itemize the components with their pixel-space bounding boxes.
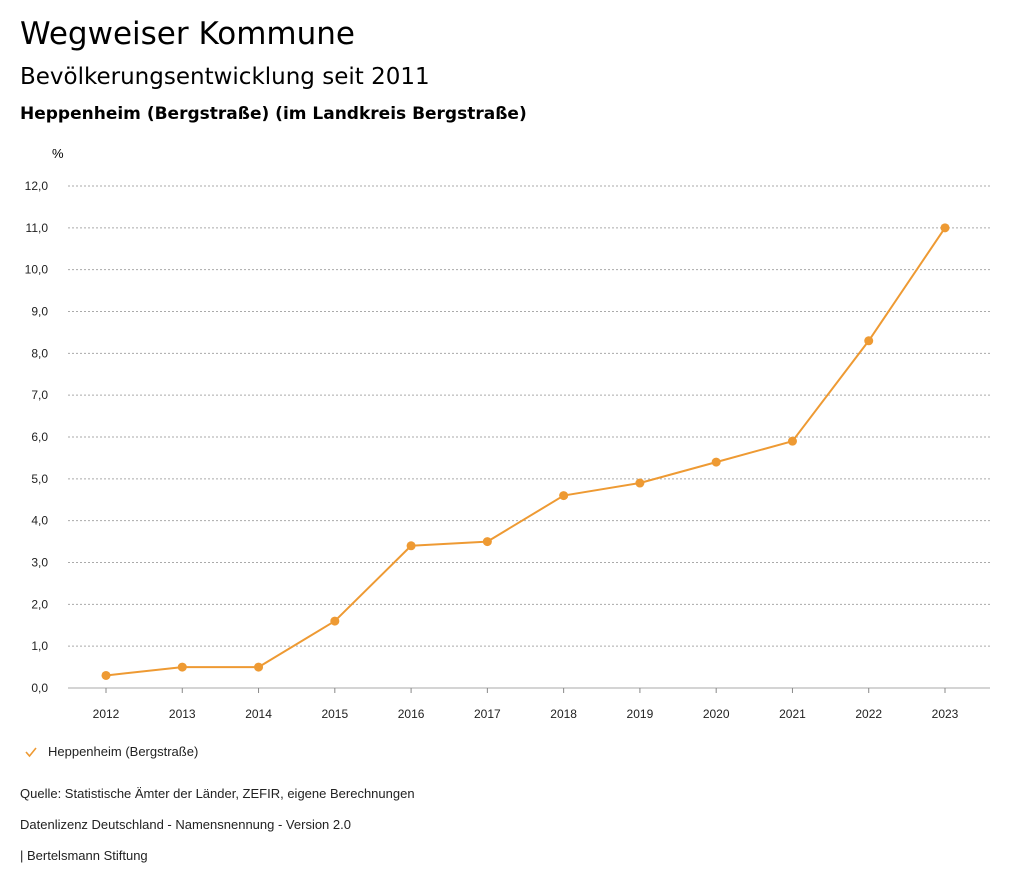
publisher-note: | Bertelsmann Stiftung xyxy=(20,848,148,863)
x-tick-label: 2022 xyxy=(855,707,882,721)
x-tick-label: 2017 xyxy=(474,707,501,721)
region-heading: Heppenheim (Bergstraße) (im Landkreis Be… xyxy=(20,104,527,124)
y-tick-label: 9,0 xyxy=(31,305,48,319)
data-point xyxy=(940,223,950,233)
x-tick-label: 2013 xyxy=(169,707,196,721)
data-point xyxy=(864,336,874,346)
series-line xyxy=(105,227,946,677)
data-point xyxy=(177,662,187,672)
x-tick-label: 2021 xyxy=(779,707,806,721)
data-point xyxy=(406,541,416,551)
y-tick-label: 12,0 xyxy=(25,179,49,193)
x-tick-label: 2014 xyxy=(245,707,272,721)
license-note: Datenlizenz Deutschland - Namensnennung … xyxy=(20,817,351,832)
y-tick-label: 4,0 xyxy=(31,514,48,528)
y-tick-label: 2,0 xyxy=(31,597,48,611)
line-chart: 0,0 1,0 2,0 3,0 4,0 5,0 6,0 7,0 8,0 9,0 10,0 11,0 12… xyxy=(25,179,990,721)
x-tick-label: 2018 xyxy=(550,707,577,721)
x-tick-label: 2012 xyxy=(93,707,120,721)
x-tick-label: 2023 xyxy=(932,707,959,721)
data-point xyxy=(101,670,111,680)
source-note: Quelle: Statistische Ämter der Länder, Z… xyxy=(20,786,415,801)
y-tick-label: 1,0 xyxy=(31,639,48,653)
data-point xyxy=(559,491,569,501)
y-tick-label: 10,0 xyxy=(25,263,49,277)
y-tick-label: 0,0 xyxy=(31,681,48,695)
x-tick-label: 2020 xyxy=(703,707,730,721)
chart-subtitle: Bevölkerungsentwicklung seit 2011 xyxy=(20,64,430,90)
y-tick-label: 7,0 xyxy=(31,388,48,402)
data-point xyxy=(330,616,340,626)
x-tick-label: 2016 xyxy=(398,707,425,721)
y-axis-unit-label: % xyxy=(52,146,64,161)
data-point xyxy=(787,436,797,446)
data-point xyxy=(711,457,721,467)
x-tick-label: 2019 xyxy=(627,707,654,721)
page-title: Wegweiser Kommune xyxy=(20,16,355,52)
y-tick-label: 11,0 xyxy=(26,221,49,235)
y-tick-label: 3,0 xyxy=(31,556,48,570)
data-point xyxy=(635,478,645,488)
y-tick-label: 8,0 xyxy=(31,346,48,360)
y-tick-label: 5,0 xyxy=(31,472,48,486)
legend[interactable]: Heppenheim (Bergstraße) xyxy=(24,744,198,759)
data-point xyxy=(254,662,264,672)
y-tick-label: 6,0 xyxy=(31,430,48,444)
checkmark-icon xyxy=(25,746,37,757)
legend-label: Heppenheim (Bergstraße) xyxy=(48,744,199,759)
x-tick-label: 2015 xyxy=(321,707,348,721)
data-point xyxy=(482,537,492,547)
